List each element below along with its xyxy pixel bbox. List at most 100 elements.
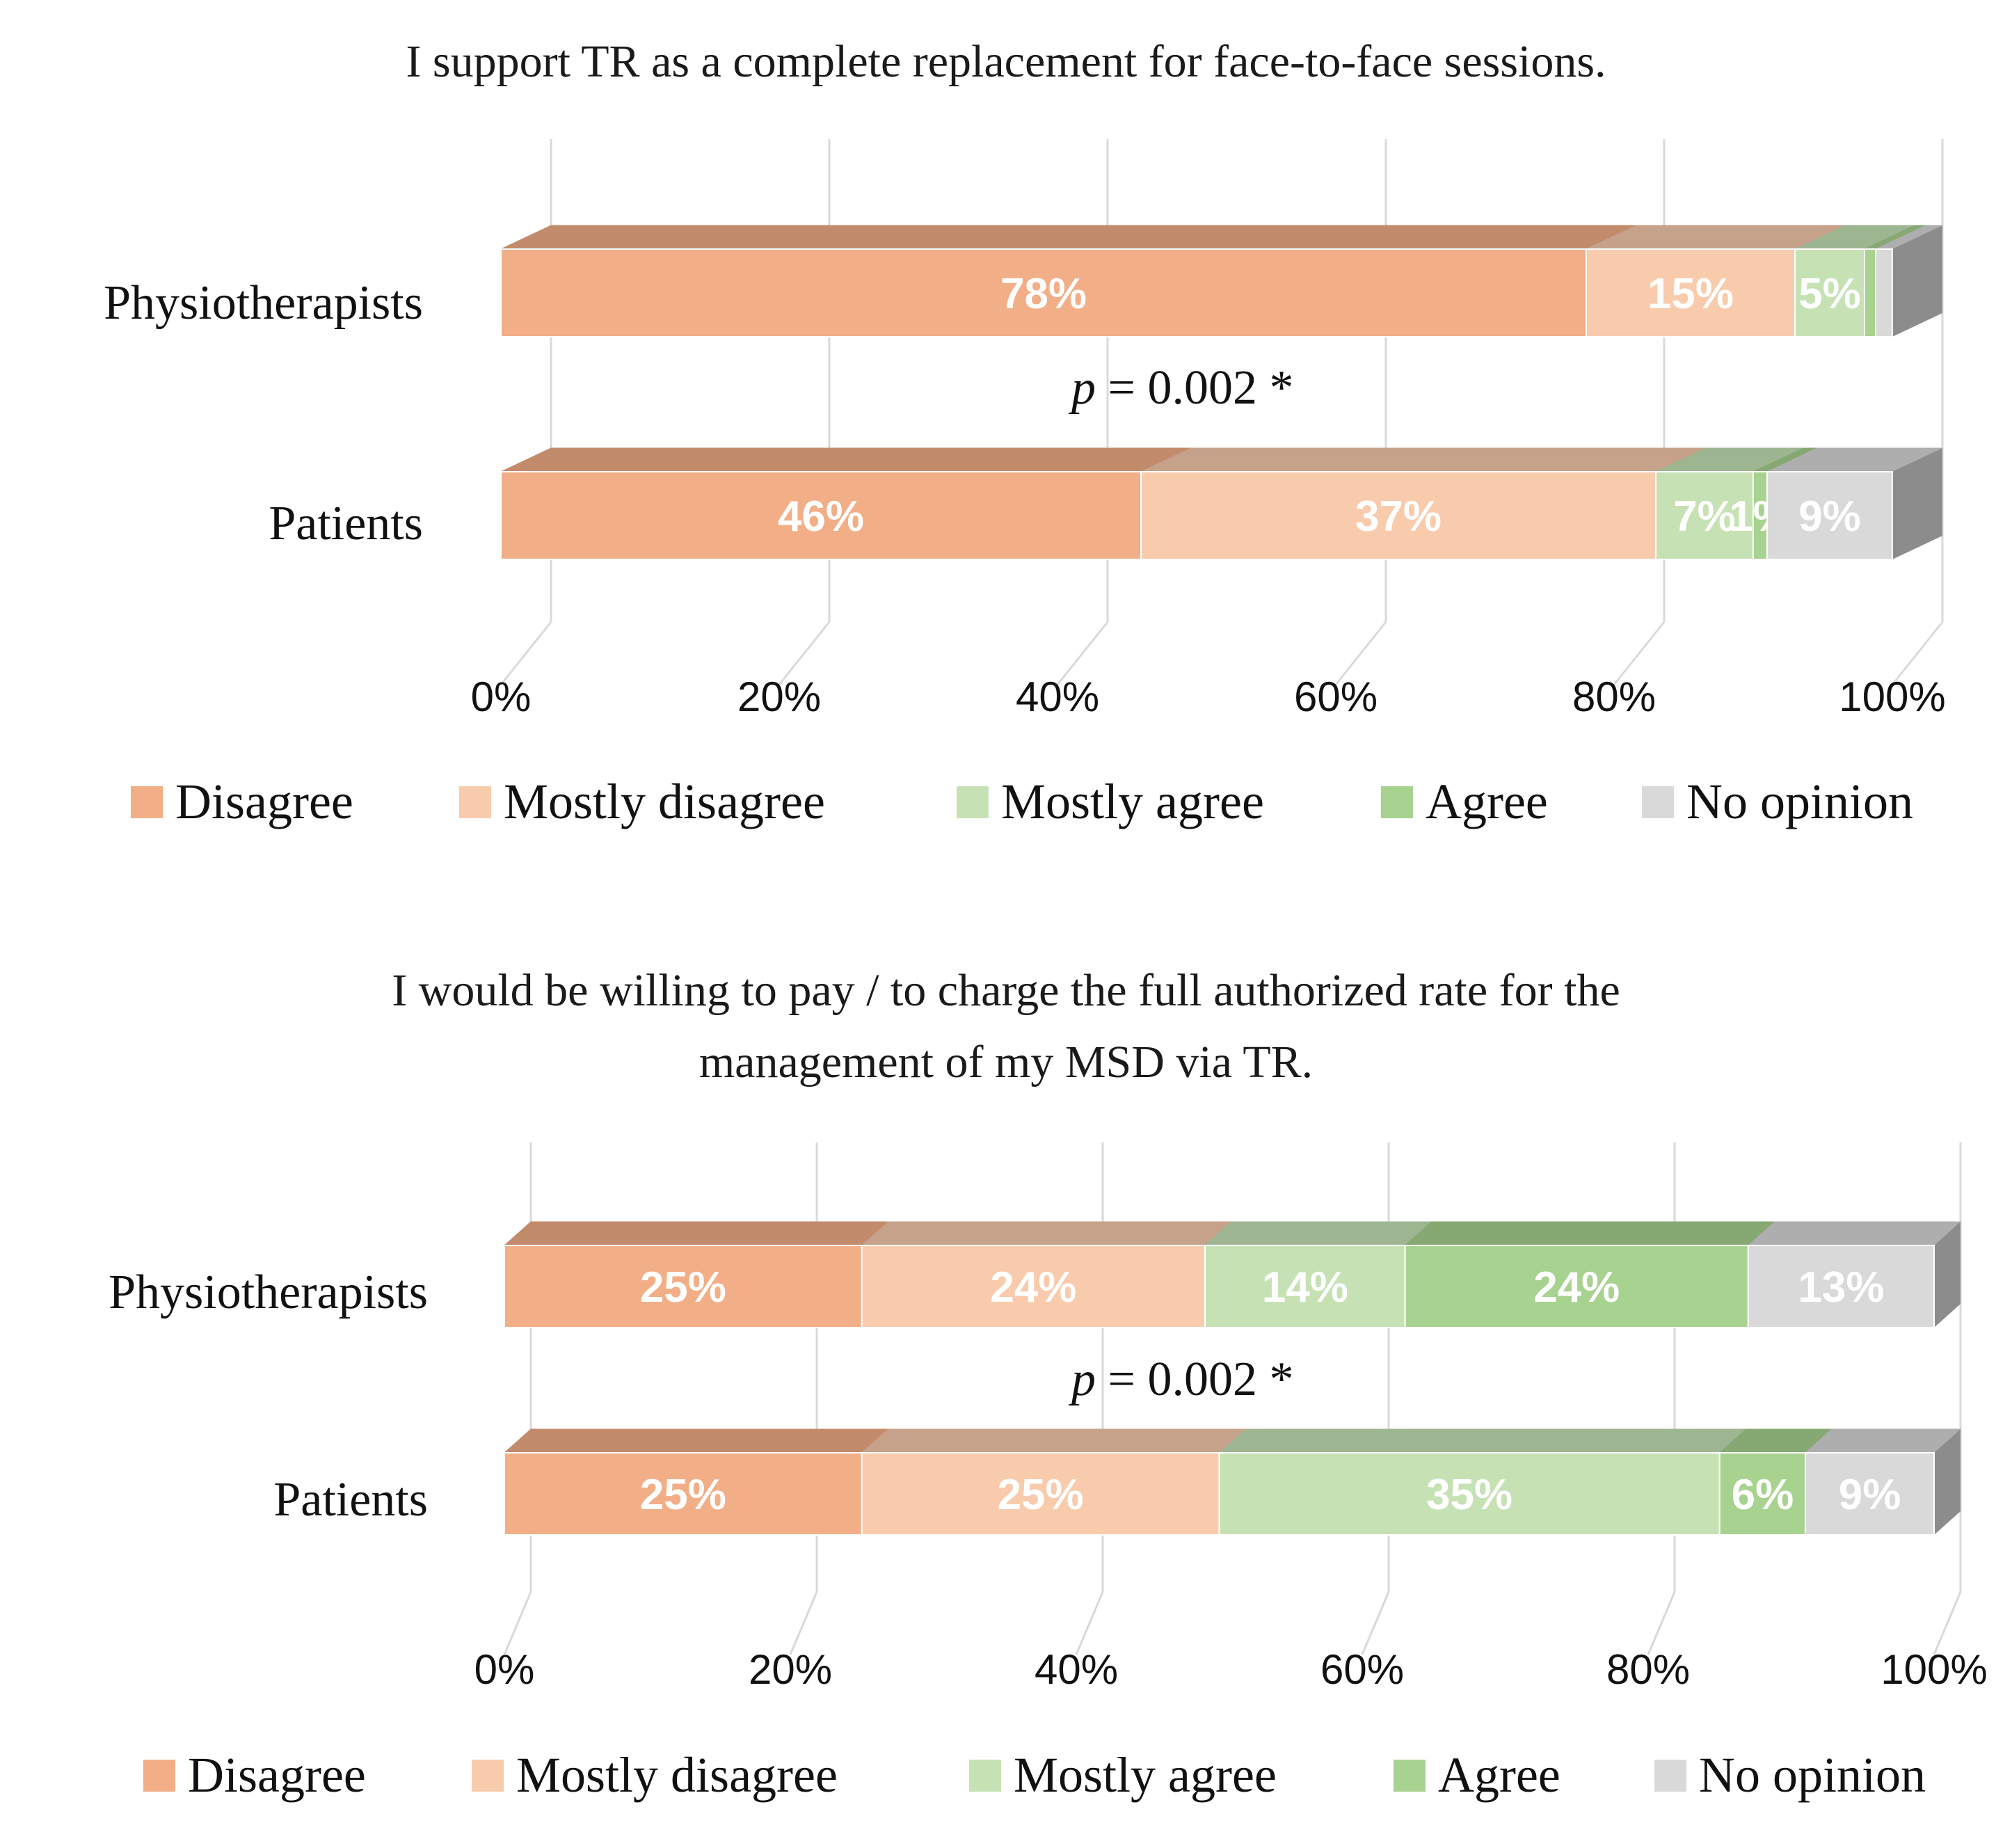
category-label: Patients	[269, 497, 423, 550]
p-value-annotation: p = 0.002 *	[1068, 361, 1293, 415]
gridline-floor	[1334, 621, 1387, 685]
bar-patients-disagree	[500, 471, 1142, 560]
gridline-floor	[1056, 621, 1109, 685]
category-label: Physiotherapists	[109, 1266, 428, 1319]
bar-top-mostly-disagree	[1140, 447, 1707, 472]
p-value-text: = 0.002 *	[1096, 1353, 1293, 1406]
data-label: 13%	[1798, 1264, 1884, 1312]
bar-physiotherapists-agree	[1864, 248, 1876, 337]
bar-side	[1934, 1222, 1961, 1328]
data-label: 78%	[1000, 270, 1087, 318]
category-label: Patients	[273, 1473, 428, 1527]
data-label: 9%	[1839, 1471, 1901, 1519]
category-label: Physiotherapists	[104, 276, 423, 330]
legend-label-mostly-disagree: Mostly disagree	[504, 774, 825, 829]
gridline-floor	[789, 1591, 818, 1655]
bar-side	[1892, 225, 1942, 337]
bar-top-disagree	[500, 447, 1192, 472]
gridline-floor	[1647, 1591, 1676, 1655]
bar-patients-mostly-agree	[1655, 471, 1754, 560]
x-tick-label: 40%	[1016, 674, 1099, 720]
p-value-annotation: p = 0.002 *	[1068, 1353, 1293, 1406]
bar-top-disagree	[503, 1428, 890, 1453]
data-label: 25%	[998, 1471, 1084, 1519]
gridline-floor	[1075, 1591, 1104, 1655]
x-tick-label: 20%	[749, 1646, 832, 1693]
gridline-floor	[503, 1591, 532, 1655]
bar-side	[1934, 1429, 1961, 1535]
legend-label-no-opinion: No opinion	[1686, 774, 1913, 829]
bar-top-no-opinion	[1747, 1221, 1962, 1246]
bar-patients-mostly-disagree	[861, 1452, 1220, 1536]
x-tick-label: 20%	[737, 674, 821, 720]
bar-top-mostly-disagree	[861, 1221, 1233, 1246]
data-label: 46%	[778, 493, 864, 541]
legend-label-mostly-agree: Mostly agree	[1001, 774, 1264, 829]
x-tick-label: 60%	[1294, 674, 1378, 720]
bar-physiotherapists-disagree	[504, 1245, 863, 1328]
bar-top-agree	[1404, 1221, 1776, 1246]
legend-swatch-no-opinion	[1642, 786, 1674, 818]
chart-panel-2: I would be willing to pay / to charge th…	[109, 965, 1988, 1803]
data-label: 25%	[640, 1471, 726, 1519]
bar-physiotherapists-mostly-agree	[1204, 1245, 1406, 1328]
legend-swatch-disagree	[131, 786, 163, 818]
gridline-floor	[1891, 621, 1944, 685]
legend-swatch-agree	[1381, 786, 1413, 818]
bar-patients-no-opinion	[1766, 471, 1893, 560]
bar-physiotherapists-no-opinion	[1747, 1245, 1935, 1328]
data-label: 25%	[640, 1264, 726, 1312]
chart-title: I support TR as a complete replacement f…	[406, 36, 1606, 87]
legend-swatch-disagree	[143, 1760, 175, 1792]
legend-swatch-no-opinion	[1654, 1760, 1686, 1792]
bar-physiotherapists-disagree	[500, 248, 1587, 337]
bar-top-disagree	[500, 225, 1637, 250]
bar-physiotherapists-mostly-disagree	[861, 1245, 1206, 1328]
bar-top-mostly-agree	[1204, 1221, 1432, 1246]
x-tick-label: 100%	[1839, 674, 1945, 720]
data-label: 35%	[1426, 1471, 1512, 1519]
legend-label-mostly-disagree: Mostly disagree	[516, 1747, 838, 1803]
bar-physiotherapists-mostly-disagree	[1586, 248, 1796, 337]
data-label: 37%	[1355, 493, 1442, 541]
bar-top-mostly-disagree	[861, 1428, 1247, 1453]
chart-panel-1: I support TR as a complete replacement f…	[104, 36, 1946, 829]
bar-patients-mostly-disagree	[1140, 471, 1656, 560]
x-tick-label: 60%	[1320, 1646, 1404, 1693]
legend-swatch-mostly-agree	[969, 1760, 1001, 1792]
gridline-floor	[1361, 1591, 1390, 1655]
legend-swatch-mostly-agree	[957, 786, 989, 818]
x-tick-label: 40%	[1035, 1646, 1118, 1693]
bar-top-no-opinion	[1804, 1428, 1962, 1453]
chart-title: management of my MSD via TR.	[699, 1037, 1313, 1088]
legend-label-disagree: Disagree	[188, 1747, 366, 1803]
gridline-floor	[1613, 621, 1666, 685]
legend-swatch-agree	[1394, 1760, 1426, 1792]
bar-patients-no-opinion	[1805, 1452, 1935, 1536]
p-value-text: = 0.002 *	[1096, 361, 1293, 415]
chart-title: I would be willing to pay / to charge th…	[392, 965, 1620, 1016]
legend-label-disagree: Disagree	[175, 774, 353, 829]
bar-physiotherapists-no-opinion	[1875, 248, 1893, 337]
bar-physiotherapists-mostly-agree	[1794, 248, 1865, 337]
x-tick-label: 0%	[474, 1646, 535, 1693]
legend-label-agree: Agree	[1426, 774, 1548, 829]
legend-label-mostly-agree: Mostly agree	[1014, 1747, 1277, 1803]
data-label: 24%	[1533, 1264, 1620, 1312]
x-tick-label: 100%	[1881, 1646, 1987, 1693]
legend: Disagree Mostly disagree Mostly agree Agree…	[143, 1747, 1926, 1803]
bar-patients-agree	[1718, 1452, 1807, 1536]
legend-label-no-opinion: No opinion	[1699, 1747, 1926, 1803]
gridline-floor	[1933, 1591, 1962, 1655]
bar-patients-disagree	[504, 1452, 863, 1536]
data-label: 14%	[1262, 1264, 1348, 1312]
legend-swatch-mostly-disagree	[472, 1760, 504, 1792]
legend: Disagree Mostly disagree Mostly agree Agree…	[131, 774, 1913, 829]
p-symbol: p	[1068, 361, 1096, 415]
bar-patients-mostly-agree	[1218, 1452, 1720, 1536]
gridline-floor	[778, 621, 831, 685]
x-tick-label: 80%	[1606, 1646, 1690, 1693]
bar-top-mostly-agree	[1218, 1428, 1748, 1453]
gridline-floor	[500, 621, 552, 685]
